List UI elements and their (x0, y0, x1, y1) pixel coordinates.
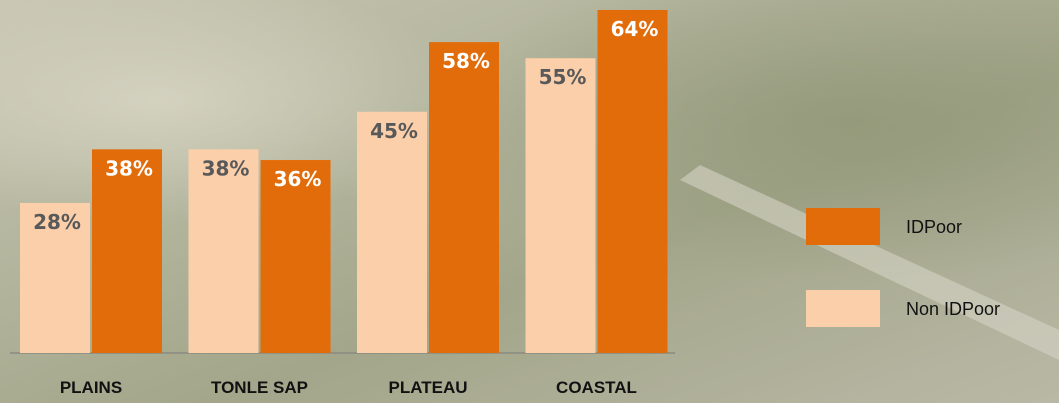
x-tick-label: COASTAL (556, 378, 637, 397)
value-label: 58% (442, 49, 490, 73)
legend-label: Non IDPoor (906, 299, 1000, 319)
value-label: 36% (274, 167, 322, 191)
legend-swatch (806, 208, 880, 245)
value-label: 55% (539, 65, 587, 89)
value-label: 28% (33, 210, 81, 234)
bar (525, 58, 596, 353)
value-label: 64% (611, 17, 659, 41)
bar (597, 9, 668, 354)
value-label: 45% (370, 119, 418, 143)
bar (188, 149, 259, 353)
x-tick-label: PLAINS (60, 378, 122, 397)
bar (20, 202, 90, 353)
bar (429, 42, 499, 354)
bar (92, 149, 162, 353)
x-tick-label: TONLE SAP (211, 378, 308, 397)
x-tick-label: PLATEAU (388, 378, 467, 397)
bar (357, 111, 427, 353)
legend-label: IDPoor (906, 217, 962, 237)
bar (260, 160, 331, 353)
background-pole (680, 165, 1059, 360)
value-label: 38% (105, 156, 153, 180)
value-label: 38% (202, 156, 250, 180)
legend-swatch (806, 290, 880, 327)
